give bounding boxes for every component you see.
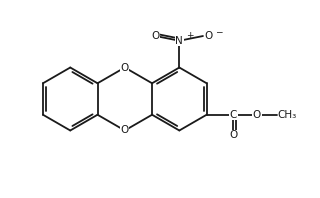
Text: O: O [204, 31, 213, 41]
Text: O: O [121, 63, 129, 72]
Text: CH₃: CH₃ [277, 110, 297, 120]
Text: −: − [215, 27, 222, 36]
Text: +: + [186, 30, 194, 40]
Text: O: O [253, 110, 261, 120]
Text: O: O [152, 31, 160, 41]
Text: O: O [229, 130, 237, 140]
Text: N: N [175, 36, 183, 46]
Text: C: C [230, 110, 237, 120]
Text: O: O [121, 126, 129, 135]
